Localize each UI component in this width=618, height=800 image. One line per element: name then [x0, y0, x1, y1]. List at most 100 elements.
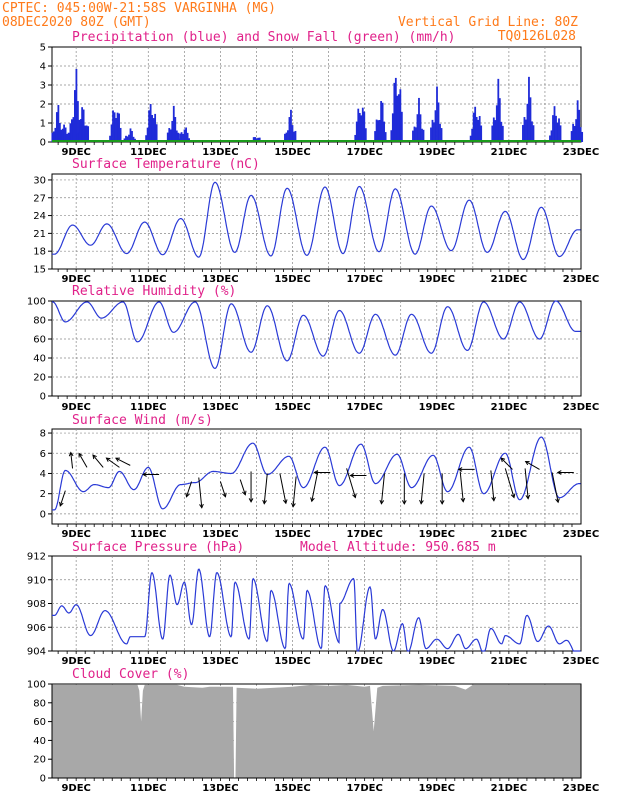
precip-bar	[394, 77, 397, 142]
precip-date-label: 19DEC	[419, 147, 455, 158]
cloud-ytick-label: 40	[33, 736, 46, 747]
precip-title: Precipitation (blue) and Snow Fall (gree…	[72, 30, 456, 45]
precip-bar	[440, 128, 443, 142]
wind-arrow-shaft	[311, 471, 319, 502]
precip-bar	[500, 121, 503, 142]
precip-bar	[112, 110, 114, 142]
precip-bar	[354, 134, 357, 142]
precip-bar	[72, 117, 75, 142]
precip-bar	[477, 119, 480, 142]
pressure-ytick-label: 904	[27, 647, 46, 658]
cloud-date-label: 9DEC	[61, 783, 90, 794]
temp-date-label: 13DEC	[202, 274, 238, 285]
rh-ytick-label: 40	[33, 354, 46, 365]
wind-arrow-shaft	[500, 457, 513, 470]
rh-date-label: 13DEC	[202, 402, 238, 413]
precip-bar	[113, 112, 116, 142]
precip-ytick-label: 0	[40, 138, 46, 149]
precip-bar	[84, 125, 87, 142]
precip-bar	[284, 133, 286, 142]
wind-arrow-shaft	[70, 452, 74, 469]
wind-arrow-head	[105, 457, 111, 462]
precip-bar	[469, 135, 472, 142]
wind-arrow-head	[142, 472, 147, 477]
rh-date-label: 11DEC	[130, 402, 166, 413]
rh-ytick-label: 100	[27, 297, 46, 308]
wind-arrow-head	[401, 500, 407, 505]
rh-frame	[51, 300, 582, 397]
precip-bar	[58, 123, 61, 142]
pressure-date-label: 21DEC	[491, 656, 527, 667]
precip-bar	[60, 137, 62, 142]
precip-bar	[412, 130, 414, 142]
grid-note: Vertical Grid Line: 80Z	[398, 15, 578, 30]
precip-bar	[363, 111, 366, 142]
wind-date-label: 9DEC	[61, 529, 90, 540]
temp-ytick-label: 18	[33, 247, 46, 258]
precip-bar	[378, 119, 381, 142]
precip-bar	[166, 132, 169, 142]
precip-bar	[285, 132, 288, 142]
precip-bar	[528, 76, 530, 142]
precip-date-label: 17DEC	[346, 147, 382, 158]
precip-bar	[572, 123, 575, 142]
precip-bar	[129, 128, 132, 142]
wind-ytick-label: 8	[40, 429, 46, 440]
cloud-date-label: 15DEC	[274, 783, 310, 794]
temp-ytick-label: 15	[33, 265, 46, 276]
pressure-date-label: 17DEC	[346, 656, 382, 667]
precip-bar	[529, 97, 532, 142]
precip-bar	[168, 128, 171, 142]
cloud-date-label: 13DEC	[202, 783, 238, 794]
wind-arrow-head	[68, 451, 74, 457]
precip-bar	[553, 106, 556, 142]
wind-arrow-shaft	[186, 481, 193, 497]
precip-bar	[415, 127, 417, 142]
precip-bar	[116, 112, 119, 142]
precip-ytick-label: 5	[40, 43, 46, 54]
precip-bar	[149, 104, 152, 142]
precip-date-label: 23DEC	[563, 147, 599, 158]
precip-bar	[390, 130, 393, 142]
precip-bar	[355, 121, 358, 142]
precip-ytick-label: 1	[40, 119, 46, 130]
precip-bar	[81, 107, 84, 142]
temp-date-label: 15DEC	[274, 274, 310, 285]
precip-ytick-label: 2	[40, 100, 46, 111]
precip-bar	[118, 113, 120, 142]
wind-date-label: 11DEC	[130, 529, 166, 540]
pressure-annotation: Model Altitude: 950.685 m	[300, 540, 496, 555]
precip-bar	[526, 103, 529, 142]
precip-bar	[151, 115, 154, 142]
precip-bar	[377, 120, 380, 142]
precip-bar	[381, 102, 384, 142]
wind-arrow-shaft	[198, 477, 203, 508]
temp-date-label: 21DEC	[491, 274, 527, 285]
wind-arrow-head	[349, 473, 355, 478]
precip-bar	[358, 112, 361, 142]
precip-bar	[55, 112, 58, 142]
precip-bar	[501, 125, 504, 142]
precip-bar	[491, 125, 494, 142]
wind-arrow-shaft	[279, 473, 287, 504]
wind-arrow-head	[222, 492, 227, 498]
temp-ytick-label: 27	[33, 193, 46, 204]
precip-bar	[258, 137, 261, 142]
precip-bar	[434, 110, 437, 142]
pressure-date-label: 9DEC	[61, 656, 90, 667]
cloud-area	[52, 684, 581, 778]
precip-ytick-label: 3	[40, 81, 46, 92]
precip-bar	[573, 126, 576, 142]
precip-bar	[418, 97, 420, 142]
precip-bar	[154, 113, 157, 142]
pressure-date-label: 15DEC	[274, 656, 310, 667]
precip-bar	[179, 133, 181, 142]
precip-bar	[578, 109, 581, 142]
wind-ytick-label: 2	[40, 489, 46, 500]
pressure-ytick-label: 908	[27, 599, 46, 610]
wind-arrow-shaft	[504, 468, 515, 498]
precip-bar	[131, 131, 133, 142]
wind-arrow-head	[352, 493, 357, 499]
pressure-line	[52, 568, 581, 652]
